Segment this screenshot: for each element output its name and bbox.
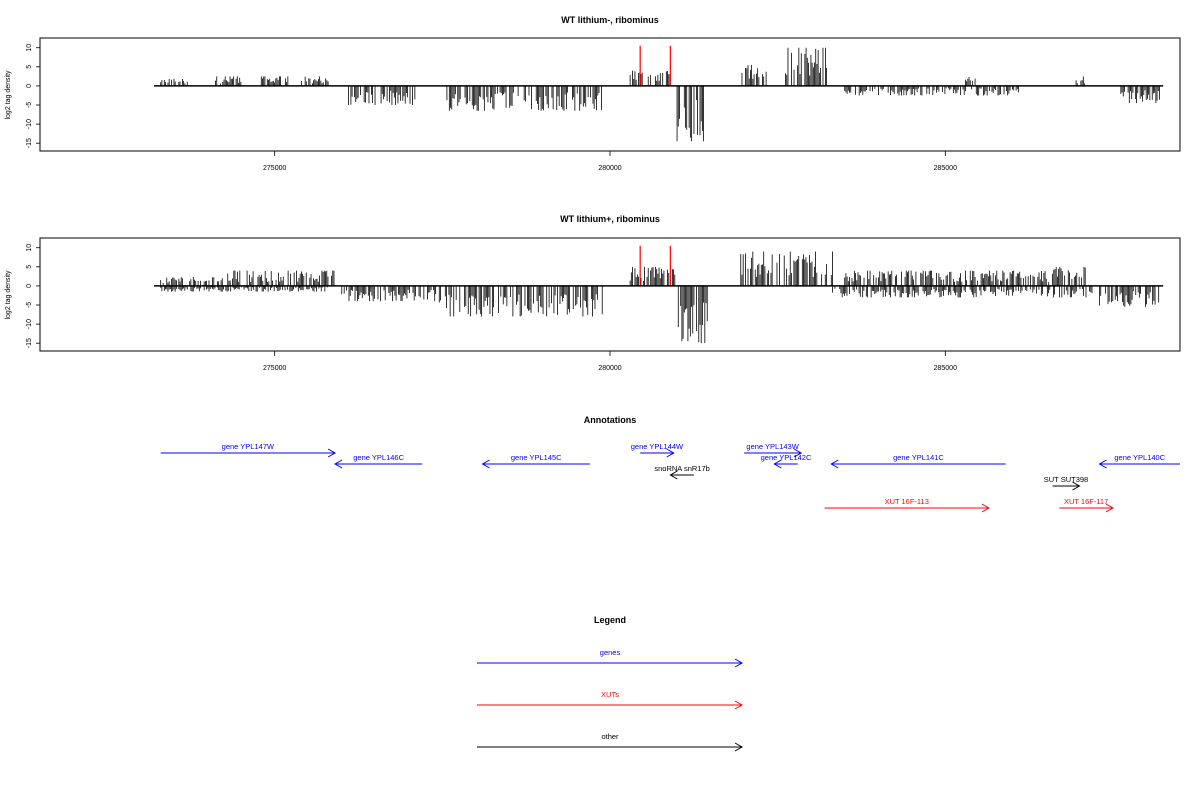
annotation-label: XUT 16F-113 bbox=[885, 497, 929, 506]
annotation-arrow bbox=[334, 459, 423, 469]
panel-2-title: WT lithium+, ribominus bbox=[560, 214, 660, 224]
annotation-features: gene YPL147W gene YPL146C gene YPL145C gene… bbox=[160, 442, 1180, 513]
x-tick-label: 280000 bbox=[598, 365, 621, 372]
annotation-arrow bbox=[1052, 481, 1081, 491]
legend: Legend genes XUTs other bbox=[477, 615, 744, 752]
negative-segment bbox=[677, 285, 708, 344]
annotation-arrow bbox=[744, 448, 803, 458]
x-tick-label: 280000 bbox=[598, 165, 621, 172]
positive-segment bbox=[301, 76, 329, 86]
annotation-label: gene YPL145C bbox=[511, 453, 562, 462]
y-tick-label: 5 bbox=[26, 65, 33, 69]
negative-segment bbox=[1099, 285, 1160, 307]
annotations-title: Annotations bbox=[584, 415, 637, 425]
legend-label: other bbox=[601, 732, 619, 741]
y-tick-label: -5 bbox=[26, 302, 33, 308]
annotation-arrow bbox=[830, 459, 1006, 469]
legend-arrow bbox=[477, 700, 744, 710]
x-tick-label: 285000 bbox=[934, 165, 957, 172]
panel-1-bars bbox=[160, 45, 1160, 142]
positive-segment bbox=[215, 76, 242, 86]
panel-1-title: WT lithium-, ribominus bbox=[561, 15, 659, 25]
positive-segment bbox=[260, 76, 289, 86]
positive-segment bbox=[227, 270, 335, 286]
panel-1-ylabel: log2 tag density bbox=[5, 70, 12, 120]
negative-segment bbox=[1120, 85, 1160, 104]
legend-arrow bbox=[477, 658, 744, 668]
negative-segment bbox=[435, 285, 603, 317]
legend-title: Legend bbox=[594, 615, 626, 625]
panel-2-axes: 10 5 0 -5 -10 -15 275000 280000 285000 bbox=[26, 244, 1164, 372]
y-tick-label: 0 bbox=[26, 284, 33, 288]
annotation-label: gene YPL146C bbox=[353, 453, 404, 462]
annotation-label: SUT SUT398 bbox=[1044, 475, 1088, 484]
annotation-label: XUT 16F-117 bbox=[1064, 497, 1108, 506]
positive-segment bbox=[1075, 76, 1085, 86]
annotation-arrow bbox=[160, 448, 337, 458]
y-tick-label: 5 bbox=[26, 265, 33, 269]
panel-1-frame bbox=[39, 37, 1181, 152]
y-tick-label: -10 bbox=[26, 319, 33, 329]
legend-label: XUTs bbox=[601, 690, 619, 699]
annotation-label: gene YPL140C bbox=[1114, 453, 1165, 462]
positive-segment bbox=[740, 251, 833, 286]
annotation-arrow bbox=[773, 459, 798, 469]
annotation-arrow bbox=[1059, 503, 1114, 513]
positive-segment bbox=[629, 70, 671, 86]
y-tick-label: -15 bbox=[26, 338, 33, 348]
annotation-label: gene YPL142C bbox=[761, 453, 812, 462]
negative-segment bbox=[348, 85, 416, 105]
annotation-label: gene YPL144W bbox=[631, 442, 684, 451]
legend-label: genes bbox=[600, 648, 621, 657]
annotation-arrow bbox=[481, 459, 590, 469]
negative-segment bbox=[160, 285, 328, 292]
annotation-arrow bbox=[1098, 459, 1180, 469]
negative-segment bbox=[676, 85, 705, 142]
annotation-label: gene YPL141C bbox=[893, 453, 944, 462]
annotation-arrow bbox=[669, 470, 694, 480]
positive-segment bbox=[965, 77, 976, 86]
positive-segment bbox=[741, 64, 767, 86]
annotation-arrow bbox=[640, 448, 675, 458]
legend-arrow bbox=[477, 742, 744, 752]
y-tick-label: -5 bbox=[26, 102, 33, 108]
panel-lithium-minus: WT lithium-, ribominus log2 tag density … bbox=[5, 15, 1181, 172]
panel-1-axes: 10 5 0 -5 -10 -15 275000 280000 285000 bbox=[26, 44, 1164, 172]
y-tick-label: -15 bbox=[26, 138, 33, 148]
annotation-label: snoRNA snR17b bbox=[654, 464, 709, 473]
y-tick-label: -10 bbox=[26, 119, 33, 129]
x-tick-label: 275000 bbox=[263, 165, 286, 172]
y-tick-label: 10 bbox=[26, 244, 33, 252]
legend-items: genes XUTs other bbox=[477, 648, 744, 752]
annotation-label: gene YPL147W bbox=[222, 442, 275, 451]
y-tick-label: 10 bbox=[26, 44, 33, 52]
annotation-label: gene YPL143W bbox=[746, 442, 799, 451]
positive-segment bbox=[785, 47, 827, 86]
positive-segment bbox=[1052, 266, 1086, 286]
panel-2-bars bbox=[160, 245, 1160, 344]
negative-segment bbox=[844, 85, 1019, 96]
positive-segment bbox=[160, 78, 188, 86]
negative-segment bbox=[341, 285, 436, 302]
positive-segment bbox=[160, 276, 223, 286]
negative-segment bbox=[446, 85, 602, 111]
x-tick-label: 285000 bbox=[934, 365, 957, 372]
panel-2-ylabel: log2 tag density bbox=[5, 270, 12, 320]
positive-segment bbox=[629, 266, 676, 286]
negative-segment bbox=[832, 285, 1093, 298]
annotation-arrow bbox=[824, 503, 990, 513]
y-tick-label: 0 bbox=[26, 84, 33, 88]
positive-segment bbox=[844, 270, 1050, 286]
panel-lithium-plus: WT lithium+, ribominus log2 tag density … bbox=[5, 214, 1181, 372]
x-tick-label: 275000 bbox=[263, 365, 286, 372]
